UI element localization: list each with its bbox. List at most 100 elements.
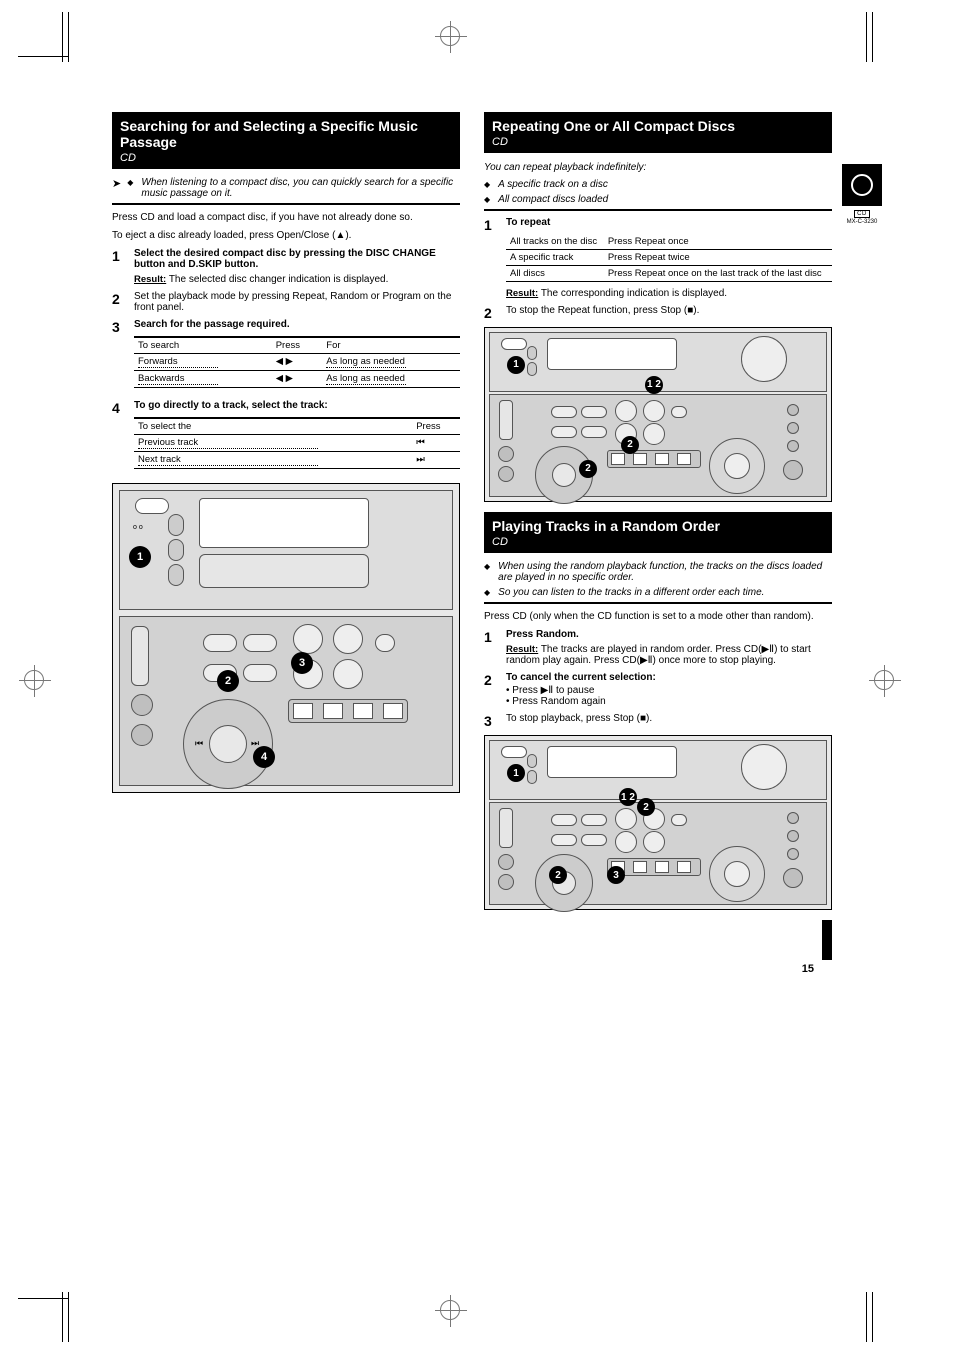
step-num: 4 (112, 400, 126, 475)
td: Next track (138, 454, 318, 466)
td: ⏮ (412, 435, 460, 452)
diamond-icon (484, 587, 492, 598)
device-diagram-random: 1 1 2 2 3 2 (484, 735, 832, 910)
step-text: To stop the Repeat function, press Stop … (506, 305, 832, 321)
crop-mark (866, 12, 867, 62)
repeat-step-2: 2 To stop the Repeat function, press Sto… (484, 305, 832, 321)
callout-1: 1 (507, 356, 525, 374)
rule (484, 209, 832, 211)
repeat-subtitle: CD (492, 136, 824, 148)
step-num: 2 (484, 672, 498, 707)
callout-2: 2 (621, 436, 639, 454)
td: Forwards (138, 356, 218, 368)
step-2: 2 Set the playback mode by pressing Repe… (112, 291, 460, 313)
crop-mark (68, 12, 69, 62)
cd-circle-icon (851, 174, 873, 196)
td: All tracks on the disc (506, 234, 604, 250)
diamond-icon (484, 194, 492, 205)
step-text: Press Random. Result: The tracks are pla… (506, 629, 832, 666)
random-step-3: 3 To stop playback, press Stop (■). (484, 713, 832, 729)
device-diagram-repeat: 1 1 2 2 2 (484, 327, 832, 502)
track-table: To select thePress Previous track ⏮ Next … (134, 417, 460, 469)
step-text: To stop playback, press Stop (■). (506, 713, 832, 729)
step-text: Set the playback mode by pressing Repeat… (134, 291, 460, 313)
result-label: Result: (506, 288, 538, 299)
registration-mark (24, 670, 44, 690)
crop-mark (872, 12, 873, 62)
td: As long as needed (326, 373, 406, 385)
registration-mark (874, 670, 894, 690)
random-bullet-1: When using the random playback function,… (484, 561, 832, 583)
left-column: Searching for and Selecting a Specific M… (112, 112, 460, 793)
crop-mark (68, 1292, 69, 1342)
th: To search (134, 337, 272, 354)
para-load: Press CD and load a compact disc, if you… (112, 211, 460, 225)
registration-mark (440, 1300, 460, 1320)
left-heading: Searching for and Selecting a Specific M… (112, 112, 460, 169)
result-text: The selected disc changer indication is … (169, 274, 389, 285)
step-3: 3 Search for the passage required. To se… (112, 319, 460, 394)
step-num: 2 (112, 291, 126, 313)
step-4: 4 To go directly to a track, select the … (112, 400, 460, 475)
td: Press Repeat once on the last track of t… (604, 265, 832, 281)
arrow-icon (112, 177, 121, 190)
td: A specific track (506, 249, 604, 265)
left-subtitle: CD (120, 152, 452, 164)
step-num: 1 (112, 248, 126, 285)
td: ◀ ▶ (272, 354, 323, 371)
td: As long as needed (326, 356, 406, 368)
tip-text: When listening to a compact disc, you ca… (141, 177, 460, 199)
random-step-2: 2 To cancel the current selection: • Pre… (484, 672, 832, 707)
td: Backwards (138, 373, 218, 385)
diamond-icon (484, 561, 492, 572)
crop-mark (866, 1292, 867, 1342)
random-title: Playing Tracks in a Random Order (492, 518, 824, 534)
step-num: 1 (484, 217, 498, 299)
callout-x: 2 (579, 460, 597, 478)
crop-mark (18, 56, 68, 57)
step-text: To cancel the current selection: • Press… (506, 672, 832, 707)
para-eject: To eject a disc already loaded, press Op… (112, 229, 460, 243)
repeat-heading: Repeating One or All Compact Discs CD (484, 112, 832, 153)
left-title: Searching for and Selecting a Specific M… (120, 118, 452, 150)
random-bullet-2: So you can listen to the tracks in a dif… (484, 587, 832, 598)
step-text: Search for the passage required. To sear… (134, 319, 460, 394)
repeat-bullet-1: A specific track on a disc (484, 179, 832, 190)
crop-mark (62, 1292, 63, 1342)
diamond-icon (127, 177, 135, 188)
step-num: 3 (484, 713, 498, 729)
th: Press (272, 337, 323, 354)
rule (484, 602, 832, 604)
th: Press (412, 418, 460, 435)
step-num: 2 (484, 305, 498, 321)
device-diagram-large: o o (112, 483, 460, 793)
random-heading: Playing Tracks in a Random Order CD (484, 512, 832, 553)
repeat-bullet-2: All compact discs loaded (484, 194, 832, 205)
diamond-icon (484, 179, 492, 190)
result-label: Result: (506, 644, 538, 655)
random-step-1: 1 Press Random. Result: The tracks are p… (484, 629, 832, 666)
crop-mark (62, 12, 63, 62)
result-text: The corresponding indication is displaye… (541, 288, 727, 299)
td: ⏭ (412, 452, 460, 469)
random-subtitle: CD (492, 536, 824, 548)
side-tab: CD MX-C-3230 (842, 164, 882, 225)
th: To select the (134, 418, 412, 435)
result-label: Result: (134, 274, 166, 285)
manual-page: CD MX-C-3230 Searching for and Selecting… (0, 0, 954, 1351)
content-area: CD MX-C-3230 Searching for and Selecting… (112, 112, 832, 950)
step-num: 3 (112, 319, 126, 394)
td: All discs (506, 265, 604, 281)
step-text: To repeat All tracks on the discPress Re… (506, 217, 832, 299)
step-num: 1 (484, 629, 498, 666)
callout-12: 1 2 (645, 376, 663, 394)
crop-mark (872, 1292, 873, 1342)
tip-row: When listening to a compact disc, you ca… (112, 177, 460, 199)
td: Previous track (138, 437, 318, 449)
step-text: To go directly to a track, select the tr… (134, 400, 460, 475)
repeat-intro: You can repeat playback indefinitely: (484, 161, 832, 175)
registration-mark (440, 26, 460, 46)
page-bar (822, 920, 832, 960)
th: For (322, 337, 460, 354)
page-number: 15 (802, 963, 814, 975)
